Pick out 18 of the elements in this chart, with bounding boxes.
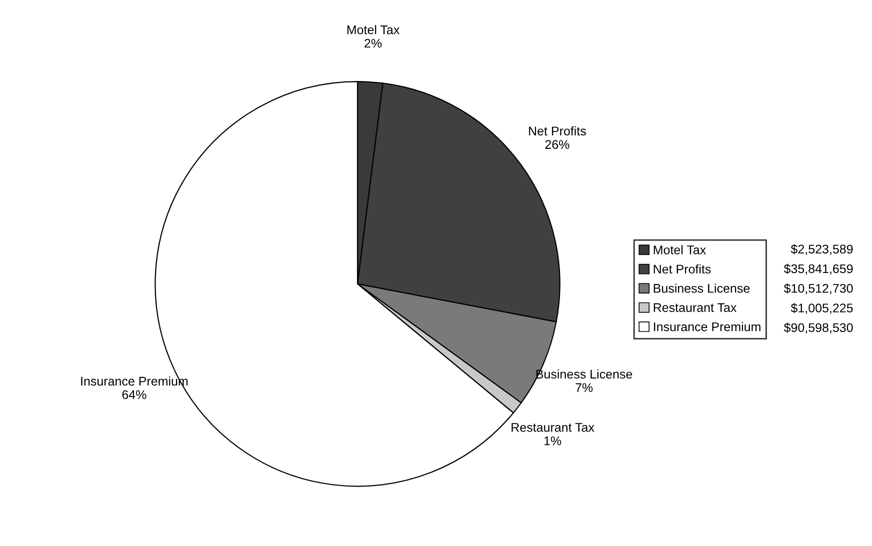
data-label: 2%	[364, 38, 382, 48]
data-label: 1%	[544, 436, 562, 446]
legend-label: Motel Tax	[654, 245, 706, 254]
legend-label: Restaurant Tax	[654, 303, 737, 312]
slice-label: Net Profits	[529, 126, 586, 136]
data-label: 64%	[122, 390, 146, 400]
data-label: 7%	[576, 383, 593, 392]
legend-label: Insurance Premium	[654, 322, 760, 332]
text: $1,005,225	[790, 303, 853, 314]
legend-label: Net Profits	[654, 264, 711, 274]
slice-label: Motel Tax	[347, 25, 400, 34]
text: $10,512,730	[784, 283, 853, 294]
data-label: 26%	[545, 140, 570, 149]
text: $2,523,589	[790, 244, 853, 256]
slice-label: Restaurant Tax	[512, 423, 594, 432]
legend-label: Business License	[654, 284, 750, 293]
text: $90,598,530	[784, 322, 853, 334]
text: $35,841,659	[784, 264, 853, 275]
